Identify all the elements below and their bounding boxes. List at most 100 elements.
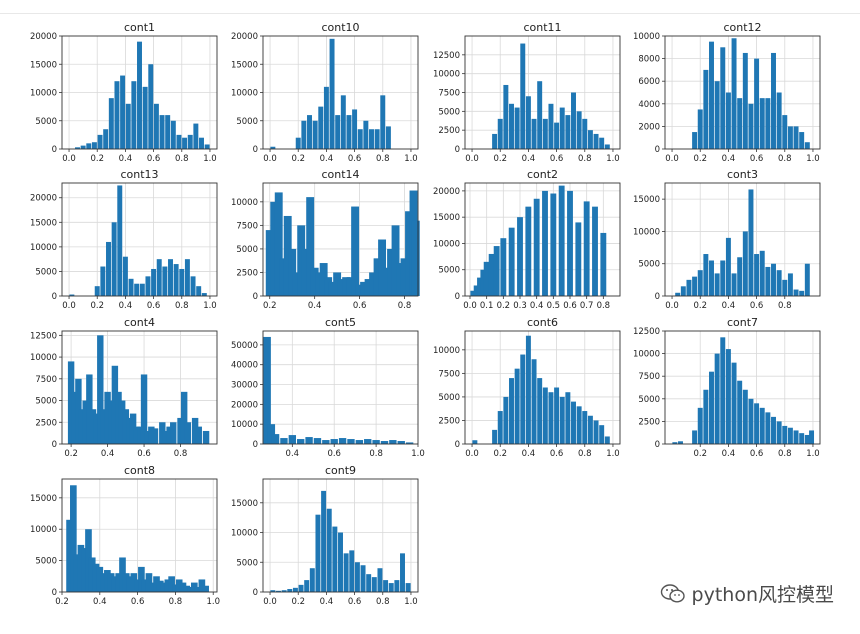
x-tick-label: 0.2	[693, 301, 707, 311]
histogram-bar	[271, 434, 280, 444]
subplot-cont11: cont11 0 2500 5000 7500 10000 12500 0.0 0.2 0.4 0.…	[433, 21, 621, 164]
axes-frame	[262, 330, 419, 445]
y-tick-label: 10000	[633, 227, 660, 237]
x-tick-label: 1.0	[411, 449, 425, 459]
histogram-bar	[120, 75, 126, 149]
histogram-bar	[383, 580, 389, 592]
histogram-bar	[364, 279, 373, 296]
y-tick-label: 7500	[638, 372, 660, 382]
axes-frame	[664, 182, 821, 297]
histogram-bar	[799, 433, 805, 444]
histogram-bar	[315, 514, 321, 592]
histogram-bar	[340, 95, 346, 149]
top-divider	[0, 13, 860, 14]
histogram-bar	[115, 391, 122, 444]
histogram-bar	[548, 392, 554, 444]
x-tick-label: 0.2	[291, 597, 305, 607]
histogram-bar	[809, 430, 815, 444]
histogram-bar	[720, 47, 726, 149]
histogram-bar	[346, 277, 355, 296]
histogram-bar	[297, 439, 305, 444]
histogram-bar	[106, 241, 111, 296]
y-tick-label: 0	[52, 292, 57, 302]
histogram-bar	[288, 435, 297, 444]
histogram-bar	[301, 120, 307, 149]
histogram-bar	[77, 544, 85, 592]
histogram-bar	[73, 554, 81, 592]
histogram-bar	[680, 286, 686, 296]
y-tick-label: 5000	[438, 107, 460, 117]
x-tick-label: 1.0	[203, 154, 217, 164]
histogram-bar	[787, 273, 793, 296]
histogram-bar	[184, 259, 190, 296]
histogram-bar	[145, 573, 153, 592]
histogram-bar	[604, 436, 610, 444]
histogram-bar	[354, 562, 360, 592]
histogram-bar	[172, 584, 179, 592]
y-tick-label: 7500	[438, 89, 460, 99]
histogram-bar	[104, 570, 111, 592]
histogram-bar	[550, 193, 557, 296]
histogram-bar	[100, 409, 108, 444]
subplot-cont6: cont6 0 2500 5000 7500 10000 0.0 0.2 0.4 0.6 0.8 1.…	[433, 316, 621, 459]
histogram-bar	[179, 268, 185, 296]
y-tick-label: 10000	[433, 346, 460, 356]
histogram-bar	[195, 426, 202, 444]
histogram-bar	[388, 583, 394, 592]
histogram-bar	[396, 263, 404, 296]
histogram-bar	[380, 441, 389, 444]
histogram-bar	[342, 277, 351, 296]
histogram-bar	[337, 279, 346, 296]
histogram-bar	[571, 401, 576, 444]
histogram-bar	[159, 115, 165, 149]
x-tick-label: 0.2	[693, 154, 707, 164]
histogram-bar	[281, 590, 287, 592]
histogram-bar	[759, 250, 765, 296]
subplot-title: cont10	[321, 21, 359, 34]
histogram-bar	[397, 441, 405, 444]
x-tick-label: 1.0	[606, 154, 620, 164]
histogram-bar	[525, 335, 531, 444]
axes-frame	[464, 330, 621, 445]
histogram-bar	[697, 407, 703, 444]
histogram-bar	[363, 120, 369, 149]
x-tick-label: 0.7	[580, 301, 594, 311]
y-tick-label: 2000	[638, 122, 660, 132]
x-tick-label: 0.0	[263, 597, 277, 607]
x-tick-label: 0.8	[578, 154, 592, 164]
x-tick-label: 0.6	[563, 301, 577, 311]
histogram-bar	[593, 133, 599, 149]
histogram-bar	[517, 217, 523, 296]
x-tick-label: 0.6	[550, 154, 564, 164]
histogram-bar	[263, 336, 271, 444]
histogram-bar	[201, 293, 207, 296]
histogram-bar	[799, 290, 805, 296]
histogram-bar	[765, 266, 771, 296]
histogram-bar	[107, 573, 115, 592]
histogram-bar	[470, 290, 477, 296]
x-tick-label: 0.8	[369, 449, 383, 459]
x-tick-label: 0.2	[493, 154, 507, 164]
x-tick-label: 0.8	[778, 301, 792, 311]
histogram-bar	[85, 529, 92, 592]
histogram-bar	[196, 286, 202, 296]
x-tick-label: 1.0	[806, 154, 820, 164]
x-tick-label: 0.2	[693, 449, 707, 459]
histogram-bar	[675, 292, 681, 296]
x-tick-label: 0.0	[263, 154, 277, 164]
x-tick-label: 0.4	[522, 449, 536, 459]
histogram-bar	[497, 118, 503, 149]
x-tick-label: 1.0	[806, 449, 820, 459]
histogram-bar	[387, 248, 395, 296]
subplot-cont5: cont5 0 10000 20000 30000 40000 50000 0.4 0.6 0.8…	[231, 316, 425, 459]
y-tick-label: 10000	[231, 89, 258, 99]
histogram-bar	[122, 573, 130, 592]
x-tick-label: 0.4	[119, 154, 133, 164]
histogram-bar	[391, 225, 400, 296]
histogram-bar	[371, 577, 377, 592]
histogram-bar	[283, 215, 292, 296]
histogram-bar	[503, 396, 509, 444]
histogram-bar	[754, 58, 760, 149]
histogram-bar	[714, 273, 720, 296]
histogram-bar	[692, 276, 698, 296]
